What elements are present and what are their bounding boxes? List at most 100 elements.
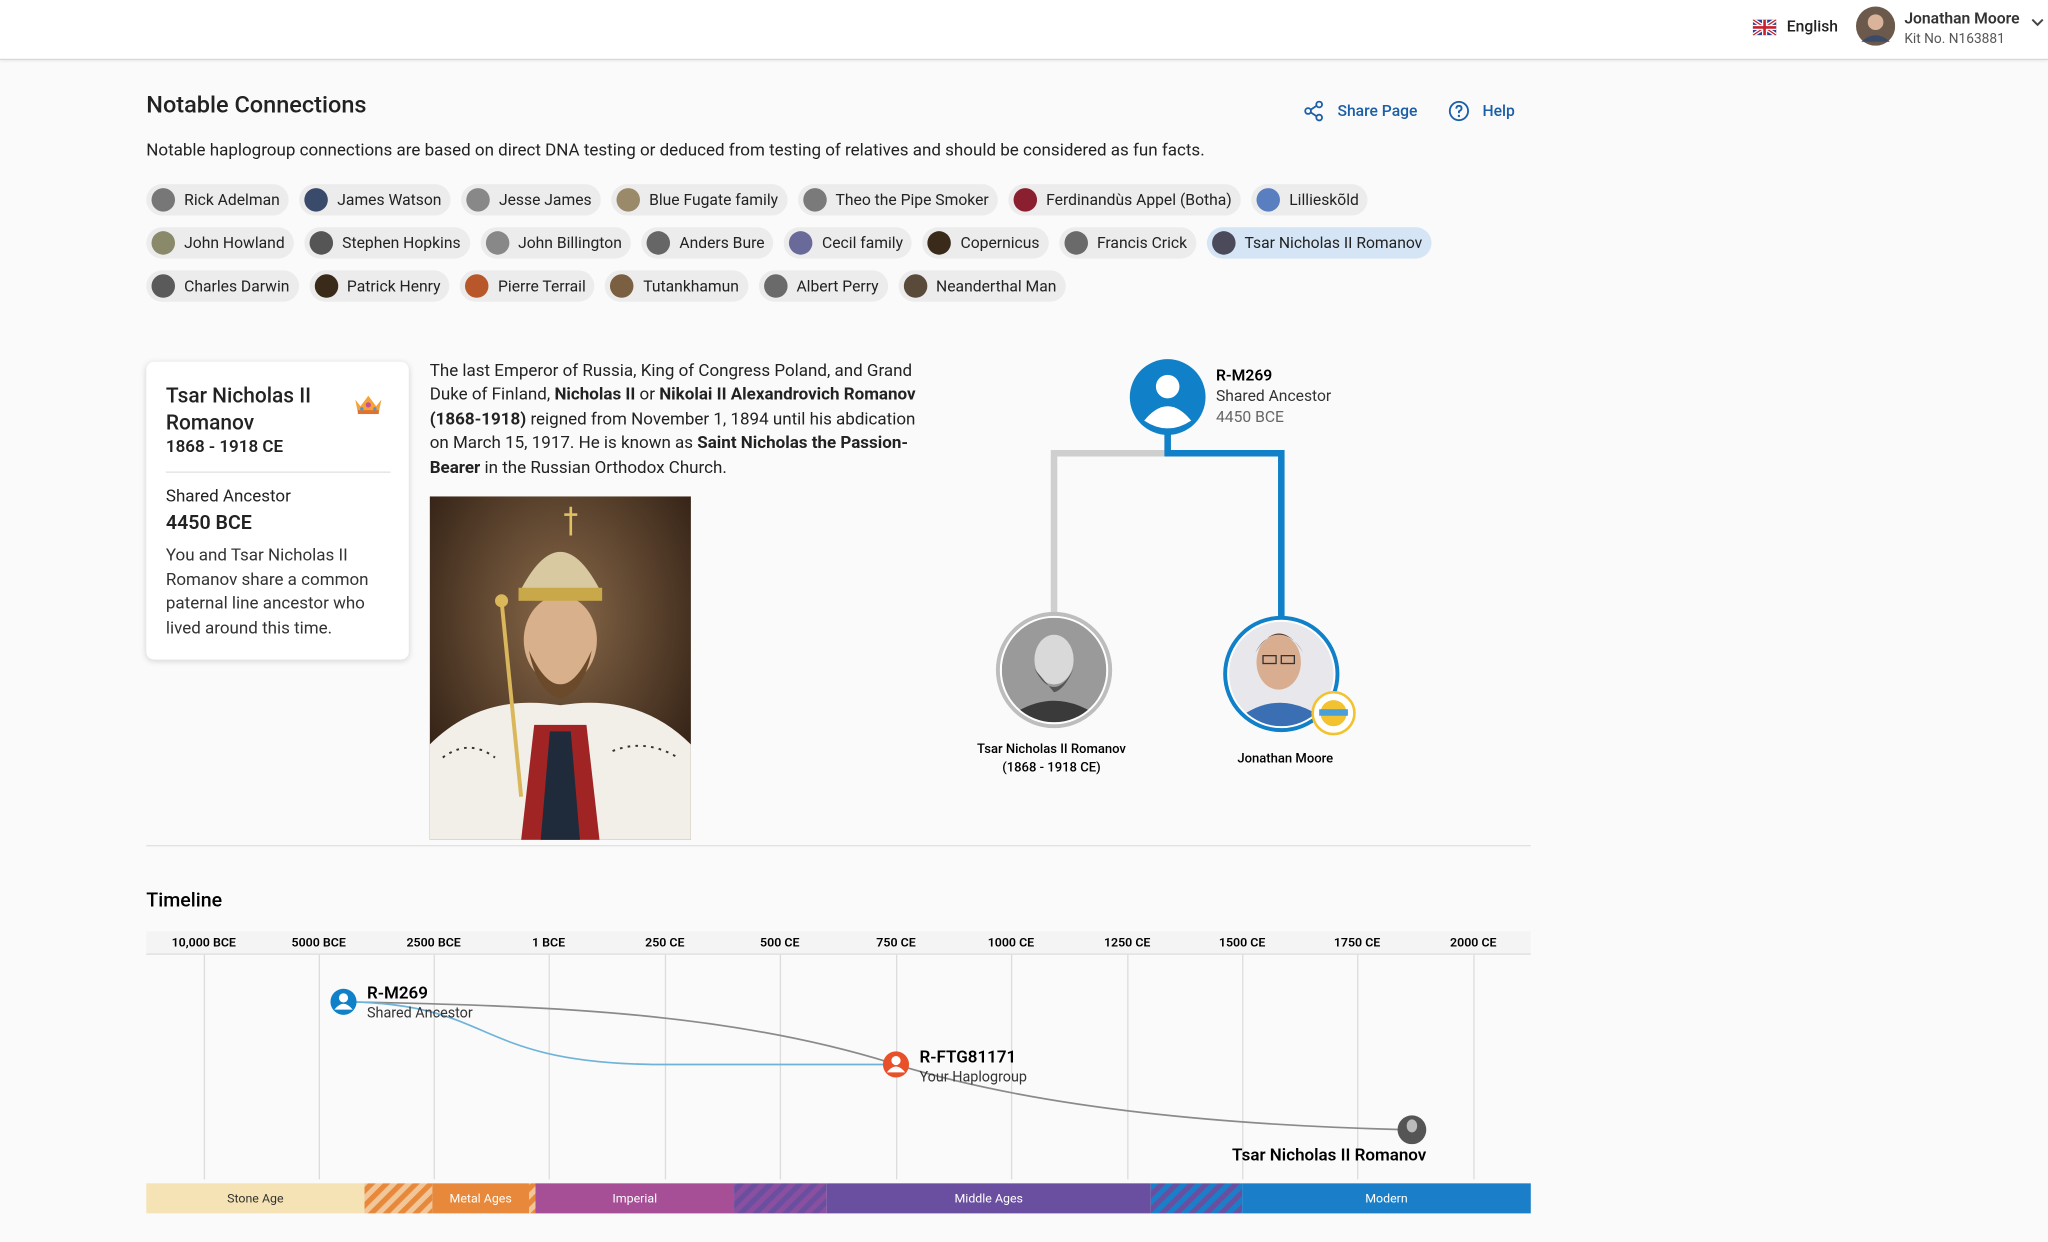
era-transition — [528, 1183, 536, 1214]
chip[interactable]: John Howland — [146, 227, 294, 259]
chip[interactable]: Lillieskõld — [1251, 184, 1368, 216]
left-avatar — [1001, 617, 1107, 723]
marker-haplogroup-body — [886, 1066, 906, 1073]
left-name: Tsar Nicholas II Romanov — [977, 742, 1126, 757]
chip[interactable]: Jesse James — [461, 184, 601, 216]
help-button[interactable]: Help — [1482, 101, 1515, 121]
chip-avatar — [1013, 188, 1038, 212]
chip-avatar — [616, 188, 640, 212]
era-label: Metal Ages — [450, 1191, 512, 1206]
timeline-axis-label: 2000 CE — [1450, 935, 1496, 950]
chip-avatar — [309, 231, 333, 255]
bio-text: or — [635, 385, 660, 406]
tree-branch-left — [1050, 431, 1171, 614]
root-date: 4450 BCE — [1216, 407, 1284, 426]
help-icon[interactable] — [1448, 100, 1469, 122]
chip-label: Pierre Terrail — [498, 276, 586, 296]
menu-chevron[interactable] — [2031, 17, 2044, 27]
chip[interactable]: Stephen Hopkins — [304, 227, 470, 259]
chip[interactable]: Ferdinandùs Appel (Botha) — [1008, 184, 1241, 216]
era-label: Stone Age — [227, 1191, 284, 1206]
timeline-axis-label: 250 CE — [645, 935, 684, 950]
chip[interactable]: Albert Perry — [758, 270, 888, 302]
card-divider — [165, 471, 391, 473]
chip[interactable]: John Billington — [480, 227, 632, 259]
marker-name: Tsar Nicholas II Romanov — [1232, 1145, 1427, 1165]
timeline-axis-label: 500 CE — [760, 935, 799, 950]
chip-avatar — [485, 231, 509, 255]
share-page-button[interactable]: Share Page — [1337, 101, 1418, 121]
chip[interactable]: Cecil family — [784, 227, 913, 259]
bio-bold: Nikolai II Alexandrovich Romanov (1868-1… — [429, 385, 916, 430]
chip-label: Copernicus — [960, 233, 1040, 253]
chip-label: Tsar Nicholas II Romanov — [1244, 233, 1423, 253]
era-transition — [364, 1183, 433, 1214]
language-selector[interactable]: English — [1786, 16, 1839, 36]
chip-label: John Billington — [518, 233, 622, 253]
share-icon[interactable] — [1304, 100, 1325, 122]
chip[interactable]: Francis Crick — [1059, 227, 1197, 259]
root-label: Shared Ancestor — [1216, 386, 1332, 405]
chip-avatar — [465, 274, 489, 298]
era-label: Middle Ages — [954, 1191, 1022, 1206]
chip[interactable]: Patrick Henry — [309, 270, 450, 302]
chip-avatar — [802, 188, 827, 212]
chip[interactable]: Blue Fugate family — [611, 184, 788, 216]
timeline-axis-label: 2500 BCE — [406, 935, 460, 950]
left-dates: (1868 - 1918 CE) — [1002, 760, 1100, 775]
era-bar: Stone Age Metal Ages Imperial Middle Ages Mo… — [146, 1183, 1531, 1214]
page-title: Notable Connections — [146, 91, 367, 119]
chip[interactable]: Tutankhamun — [605, 270, 749, 302]
chip-label: Albert Perry — [796, 276, 879, 296]
chip[interactable]: Anders Bure — [641, 227, 774, 259]
user-name[interactable]: Jonathan Moore — [1904, 9, 2020, 28]
chip-label: John Howland — [184, 233, 285, 253]
era-segment — [432, 1183, 529, 1214]
bio-text: in the Russian Orthodox Church. — [480, 457, 727, 478]
marker-label: Shared Ancestor — [367, 1004, 473, 1021]
timeline-title: Timeline — [146, 888, 222, 911]
chip-label: Cecil family — [822, 233, 904, 253]
era-segment — [535, 1183, 735, 1214]
marker-root-head — [338, 993, 349, 1003]
chip[interactable]: Pierre Terrail — [460, 270, 595, 302]
marker-name: R-M269 — [367, 983, 428, 1003]
chip[interactable]: Copernicus — [922, 227, 1049, 259]
bio-bold: Saint Nicholas the Passion-Bearer — [429, 433, 909, 478]
chip[interactable]: Rick Adelman — [146, 184, 289, 216]
chip-label: Stephen Hopkins — [342, 233, 461, 253]
card-name: Tsar Nicholas II Romanov — [165, 382, 312, 435]
card-dates: 1868 - 1918 CE — [165, 437, 284, 458]
right-name: Jonathan Moore — [1237, 751, 1333, 766]
marker-name: R-FTG81171 — [920, 1047, 1017, 1067]
top-bar: English Jonathan Moore Kit No. N163881 — [0, 0, 2048, 61]
card-text: You and Tsar Nicholas II Romanov share a… — [165, 545, 369, 639]
marker-notable-face — [1406, 1119, 1418, 1133]
era-transition — [1150, 1183, 1243, 1214]
chip-label: Patrick Henry — [346, 276, 441, 296]
chip[interactable]: Neanderthal Man — [898, 270, 1066, 302]
chip[interactable]: Charles Darwin — [146, 270, 299, 302]
chip-avatar — [1064, 231, 1088, 255]
chip[interactable]: Theo the Pipe Smoker — [797, 184, 998, 216]
chip-avatar — [1256, 188, 1281, 212]
timeline-axis-label: 1250 CE — [1104, 935, 1150, 950]
bio-text: The last Emperor of Russia, King of Cong… — [429, 361, 913, 406]
chip-avatar — [763, 274, 788, 298]
user-avatar[interactable] — [1855, 6, 1896, 46]
timeline-axis-band — [146, 931, 1531, 954]
chip-avatar — [903, 274, 927, 298]
tree-branch-right — [1164, 431, 1285, 618]
chip[interactable]: Tsar Nicholas II Romanov — [1206, 227, 1432, 259]
chip-label: Lillieskõld — [1289, 190, 1359, 209]
chip[interactable]: James Watson — [299, 184, 451, 216]
chip-avatar — [314, 274, 338, 298]
marker-label: Your Haplogroup — [920, 1068, 1027, 1085]
chip-avatar — [304, 188, 329, 212]
bio-text: reigned from November 1, 1894 until his … — [429, 409, 916, 454]
flag-icon — [1752, 19, 1777, 36]
